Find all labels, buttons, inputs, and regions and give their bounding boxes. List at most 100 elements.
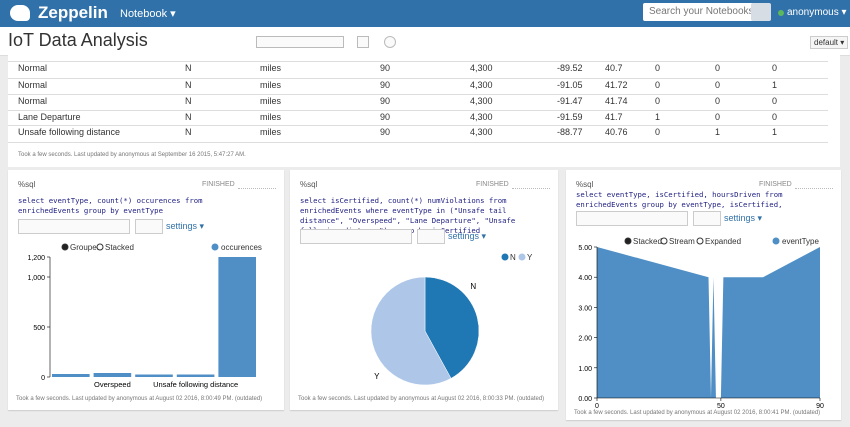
notebook-menu[interactable]: Notebook ▾ <box>120 8 176 20</box>
table-cell: 0 <box>772 112 778 122</box>
table-cell: -88.77 <box>557 127 583 137</box>
interpreter: %sql <box>576 180 594 189</box>
paragraph-footer: Took a few seconds. Last updated by anon… <box>16 396 263 402</box>
search-button[interactable] <box>751 3 771 21</box>
download-button[interactable] <box>135 219 163 234</box>
interpreter-select[interactable]: default ▾ <box>810 36 849 49</box>
settings-label[interactable]: settings <box>166 221 198 231</box>
row-line <box>8 110 828 111</box>
table-cell: 1 <box>772 80 778 90</box>
option-label: Stacked <box>105 243 134 252</box>
table-cell: N <box>185 127 192 137</box>
table-cell: 0 <box>715 96 721 106</box>
chart-buttons[interactable] <box>576 211 688 226</box>
x-tick-label: 0 <box>595 403 599 410</box>
download-button[interactable] <box>693 211 721 226</box>
table-cell: 0 <box>655 63 661 73</box>
table-cell: 0 <box>655 80 661 90</box>
y-tick-label: 500 <box>33 325 45 332</box>
chart-buttons[interactable] <box>300 229 412 244</box>
y-tick-label: 4.00 <box>578 275 592 282</box>
user-menu[interactable]: anonymous ▾ <box>787 7 847 18</box>
settings-toggle[interactable]: settings ▾ <box>724 213 763 223</box>
x-tick-label: 50 <box>717 403 725 410</box>
table-cell: 0 <box>655 96 661 106</box>
table-cell: 1 <box>772 127 778 137</box>
settings-label[interactable]: settings <box>724 213 756 223</box>
search-box[interactable]: Search your Notebooks <box>643 3 755 21</box>
paragraph-footer: Took a few seconds. Last updated by anon… <box>298 396 545 402</box>
logo[interactable]: Zeppelin <box>38 3 108 22</box>
y-tick-label: 1,000 <box>27 275 45 282</box>
option-label: Grouped <box>70 243 101 252</box>
table-cell: Normal <box>18 63 48 73</box>
table-cell: 90 <box>380 63 391 73</box>
table-cell: N <box>185 63 192 73</box>
settings-toggle[interactable]: settings ▾ <box>448 231 487 241</box>
notebook-toolbar[interactable] <box>256 36 344 48</box>
settings-label[interactable]: settings <box>448 231 480 241</box>
legend-swatch <box>772 237 780 245</box>
table-cell: 40.7 <box>605 63 623 73</box>
table-cell: 41.72 <box>605 80 628 90</box>
table-cell: N <box>185 96 192 106</box>
table-footer: Took a few seconds. Last updated by anon… <box>18 152 246 158</box>
paragraph-controls[interactable] <box>238 180 276 189</box>
row-line <box>8 125 828 126</box>
bar <box>135 374 173 377</box>
bar <box>93 373 132 377</box>
user-name[interactable]: anonymous <box>787 7 839 18</box>
legend-label: eventType <box>782 237 819 246</box>
paragraph-controls[interactable] <box>512 180 550 189</box>
table-cell: 0 <box>655 127 661 137</box>
table-cell: Normal <box>18 96 48 106</box>
table-cell: miles <box>260 127 282 137</box>
legend-label: occurences <box>221 243 262 252</box>
table-cell: 0 <box>772 96 778 106</box>
status: FINISHED <box>476 181 509 188</box>
table-cell: -91.47 <box>557 96 583 106</box>
notebook-title[interactable]: IoT Data Analysis <box>8 30 148 50</box>
slice-label: Y <box>374 372 380 381</box>
status: FINISHED <box>759 181 792 188</box>
table-cell: 0 <box>715 63 721 73</box>
x-tick-label: 90 <box>816 403 824 410</box>
paragraph-controls[interactable] <box>795 180 833 189</box>
bar <box>218 257 256 377</box>
schedule-button[interactable] <box>384 36 396 48</box>
pie-slice <box>424 276 480 379</box>
chart-buttons[interactable] <box>18 219 130 234</box>
table-cell: 4,300 <box>470 80 493 90</box>
menu-label[interactable]: Notebook <box>120 8 168 20</box>
x-tick-label: Overspeed <box>94 380 131 389</box>
table-cell: 4,300 <box>470 96 493 106</box>
logo-icon <box>10 5 30 21</box>
delete-button[interactable] <box>357 36 369 48</box>
settings-toggle[interactable]: settings ▾ <box>166 221 205 231</box>
row-line <box>8 78 828 79</box>
table-cell: 0 <box>715 80 721 90</box>
y-tick-label: 5.00 <box>578 245 592 252</box>
table-cell: 1 <box>715 127 721 137</box>
slice-label: N <box>470 282 476 291</box>
table-cell: miles <box>260 63 282 73</box>
y-tick-label: 1,200 <box>27 255 45 262</box>
table-cell: -89.52 <box>557 63 583 73</box>
table-cell: 90 <box>380 96 391 106</box>
radio <box>96 243 104 251</box>
option-label: Stream <box>669 237 695 246</box>
table-cell: -91.59 <box>557 112 583 122</box>
table-cell: 40.76 <box>605 127 628 137</box>
area <box>597 247 820 398</box>
y-tick-label: 3.00 <box>578 305 592 312</box>
radio <box>696 237 704 245</box>
table-cell: N <box>185 80 192 90</box>
table-cell: 4,300 <box>470 112 493 122</box>
download-button[interactable] <box>417 229 445 244</box>
interpreter-label[interactable]: default <box>814 38 839 47</box>
y-tick-label: 1.00 <box>578 366 592 373</box>
table-cell: N <box>185 112 192 122</box>
table-cell: miles <box>260 80 282 90</box>
